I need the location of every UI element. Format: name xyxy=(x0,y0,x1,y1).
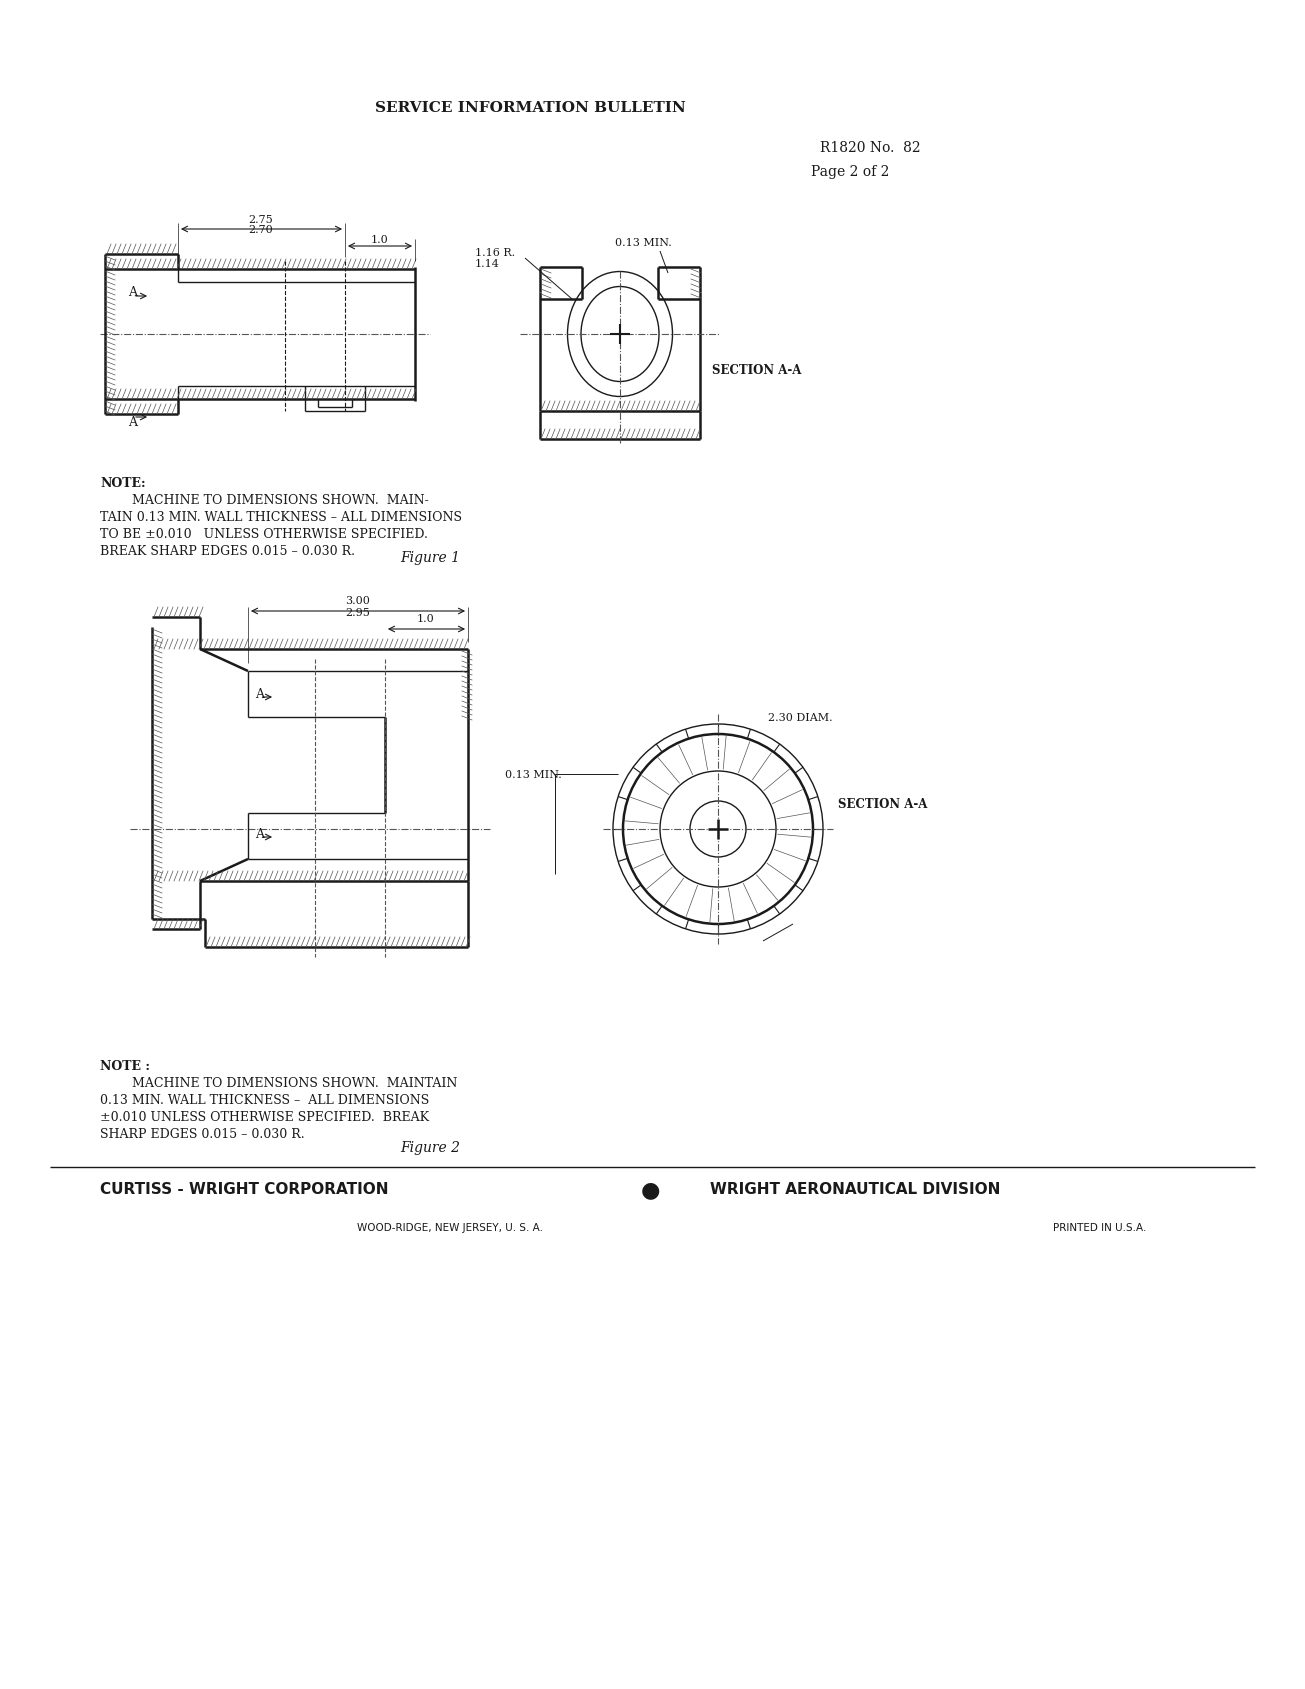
Text: ±0.010 UNLESS OTHERWISE SPECIFIED.  BREAK: ±0.010 UNLESS OTHERWISE SPECIFIED. BREAK xyxy=(100,1110,429,1123)
Text: MACHINE TO DIMENSIONS SHOWN.  MAINTAIN: MACHINE TO DIMENSIONS SHOWN. MAINTAIN xyxy=(100,1076,457,1089)
Text: 2.70: 2.70 xyxy=(249,225,273,235)
Text: BREAK SHARP EDGES 0.015 – 0.030 R.: BREAK SHARP EDGES 0.015 – 0.030 R. xyxy=(100,544,355,557)
Text: 1.14: 1.14 xyxy=(475,258,500,269)
Text: Figure 2: Figure 2 xyxy=(401,1140,459,1154)
Text: NOTE :: NOTE : xyxy=(100,1059,150,1073)
Text: 1.0: 1.0 xyxy=(371,235,389,245)
Text: 1.16 R.: 1.16 R. xyxy=(475,248,515,258)
Text: 0.13 MIN.: 0.13 MIN. xyxy=(615,238,672,248)
Text: 2.95: 2.95 xyxy=(346,608,371,618)
Text: 2.75: 2.75 xyxy=(249,215,273,225)
Text: TAIN 0.13 MIN. WALL THICKNESS – ALL DIMENSIONS: TAIN 0.13 MIN. WALL THICKNESS – ALL DIME… xyxy=(100,510,462,524)
Text: SECTION A-A: SECTION A-A xyxy=(713,363,801,377)
Text: WOOD-RIDGE, NEW JERSEY, U. S. A.: WOOD-RIDGE, NEW JERSEY, U. S. A. xyxy=(358,1223,543,1233)
Text: ●: ● xyxy=(641,1179,660,1199)
Text: CURTISS - WRIGHT CORPORATION: CURTISS - WRIGHT CORPORATION xyxy=(100,1182,389,1198)
Text: 0.13 MIN.: 0.13 MIN. xyxy=(505,770,561,780)
Text: MACHINE TO DIMENSIONS SHOWN.  MAIN-: MACHINE TO DIMENSIONS SHOWN. MAIN- xyxy=(100,493,429,507)
Text: A: A xyxy=(128,287,137,299)
Text: R1820 No.  82: R1820 No. 82 xyxy=(820,140,920,155)
Text: SERVICE INFORMATION BULLETIN: SERVICE INFORMATION BULLETIN xyxy=(375,101,685,115)
Text: A: A xyxy=(256,687,265,701)
Text: PRINTED IN U.S.A.: PRINTED IN U.S.A. xyxy=(1053,1223,1147,1233)
Text: TO BE ±0.010   UNLESS OTHERWISE SPECIFIED.: TO BE ±0.010 UNLESS OTHERWISE SPECIFIED. xyxy=(100,527,428,540)
Text: NOTE:: NOTE: xyxy=(100,476,146,490)
Text: 2.30 DIAM.: 2.30 DIAM. xyxy=(769,713,833,723)
Text: A: A xyxy=(128,415,137,429)
Text: SHARP EDGES 0.015 – 0.030 R.: SHARP EDGES 0.015 – 0.030 R. xyxy=(100,1127,304,1140)
Text: 0.13 MIN. WALL THICKNESS –  ALL DIMENSIONS: 0.13 MIN. WALL THICKNESS – ALL DIMENSION… xyxy=(100,1093,429,1106)
Text: SECTION A-A: SECTION A-A xyxy=(838,797,928,811)
Text: 1.0: 1.0 xyxy=(418,613,435,623)
Text: Figure 1: Figure 1 xyxy=(401,551,459,564)
Text: 3.00: 3.00 xyxy=(346,596,371,606)
Text: WRIGHT AERONAUTICAL DIVISION: WRIGHT AERONAUTICAL DIVISION xyxy=(710,1182,1001,1198)
Text: A: A xyxy=(256,828,265,841)
Text: Page 2 of 2: Page 2 of 2 xyxy=(810,166,889,179)
